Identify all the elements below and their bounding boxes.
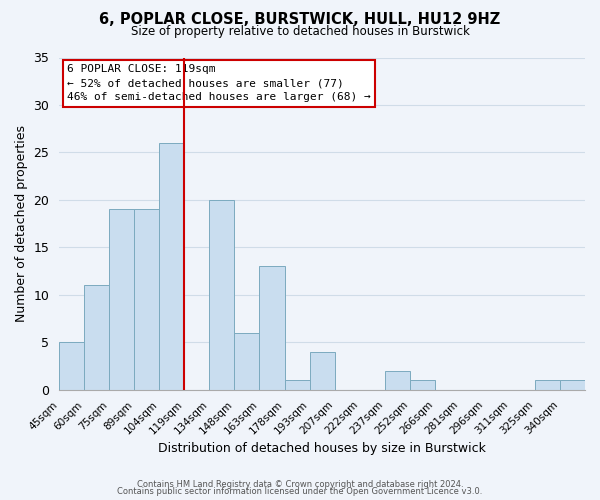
Text: Contains HM Land Registry data © Crown copyright and database right 2024.: Contains HM Land Registry data © Crown c… bbox=[137, 480, 463, 489]
X-axis label: Distribution of detached houses by size in Burstwick: Distribution of detached houses by size … bbox=[158, 442, 486, 455]
Bar bbox=[410, 380, 435, 390]
Bar bbox=[84, 286, 109, 390]
Text: 6, POPLAR CLOSE, BURSTWICK, HULL, HU12 9HZ: 6, POPLAR CLOSE, BURSTWICK, HULL, HU12 9… bbox=[100, 12, 500, 28]
Text: Size of property relative to detached houses in Burstwick: Size of property relative to detached ho… bbox=[131, 25, 469, 38]
Text: Contains public sector information licensed under the Open Government Licence v3: Contains public sector information licen… bbox=[118, 487, 482, 496]
Bar bbox=[385, 371, 410, 390]
Bar bbox=[160, 143, 184, 390]
Text: 6 POPLAR CLOSE: 119sqm
← 52% of detached houses are smaller (77)
46% of semi-det: 6 POPLAR CLOSE: 119sqm ← 52% of detached… bbox=[67, 64, 371, 102]
Bar bbox=[560, 380, 585, 390]
Bar bbox=[209, 200, 235, 390]
Y-axis label: Number of detached properties: Number of detached properties bbox=[15, 125, 28, 322]
Bar bbox=[134, 210, 160, 390]
Bar bbox=[235, 333, 259, 390]
Bar bbox=[259, 266, 284, 390]
Bar bbox=[59, 342, 84, 390]
Bar bbox=[284, 380, 310, 390]
Bar bbox=[109, 210, 134, 390]
Bar bbox=[310, 352, 335, 390]
Bar bbox=[535, 380, 560, 390]
